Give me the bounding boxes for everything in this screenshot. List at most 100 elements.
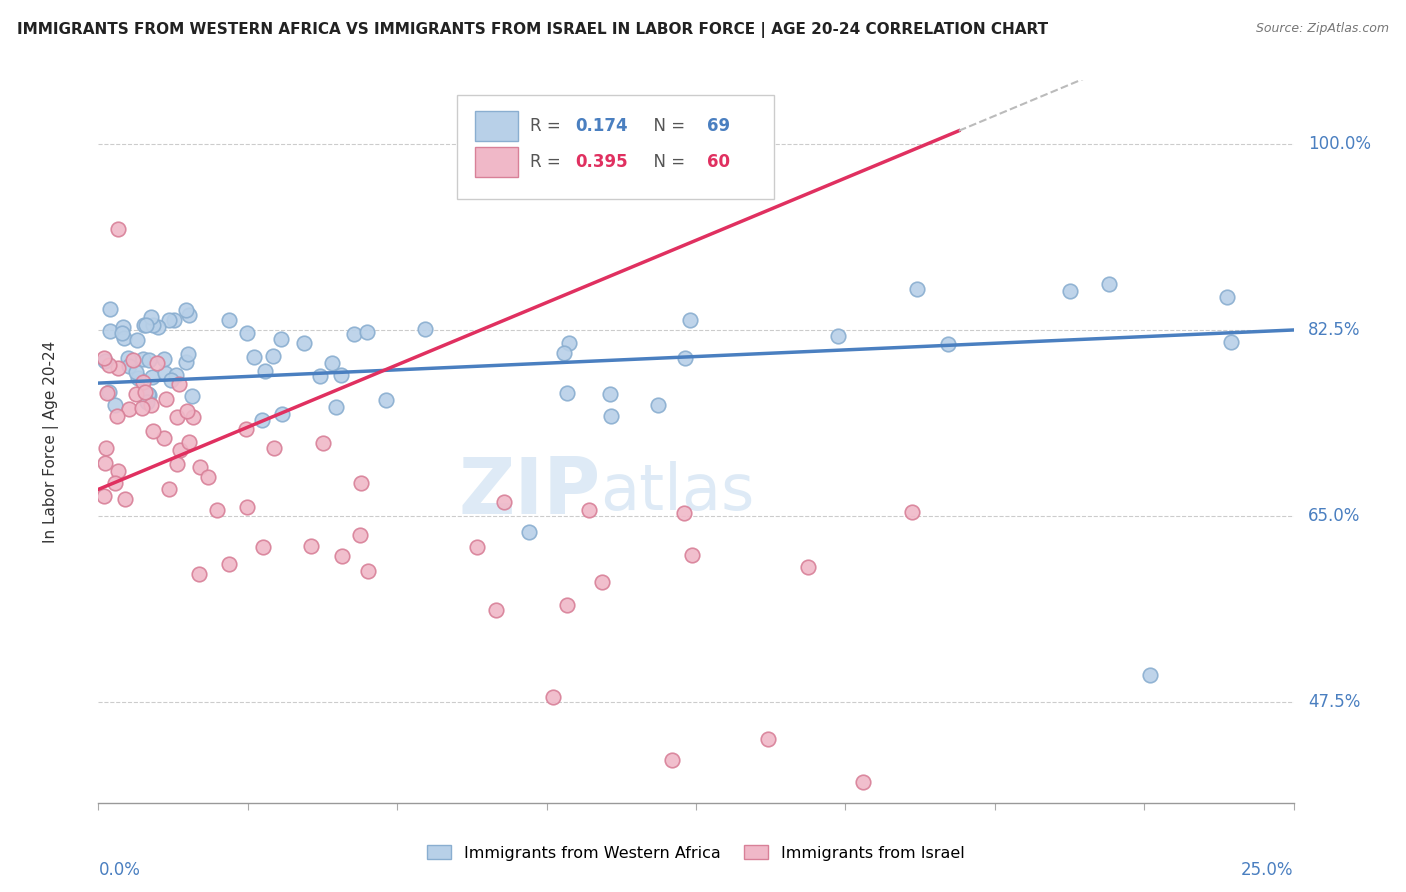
Point xyxy=(901,505,924,519)
Point xyxy=(557,336,579,351)
Point xyxy=(253,364,276,378)
Point xyxy=(250,412,273,426)
Point xyxy=(136,387,159,401)
Point xyxy=(236,326,259,340)
Point xyxy=(117,351,139,365)
Point xyxy=(517,524,540,539)
Point xyxy=(599,387,621,401)
Point xyxy=(142,424,165,438)
Point xyxy=(139,398,162,412)
Point xyxy=(94,456,117,470)
Point xyxy=(111,326,134,341)
Point xyxy=(555,386,578,401)
Point xyxy=(177,435,200,450)
Point xyxy=(236,500,259,514)
Point xyxy=(1215,290,1237,304)
Text: N =: N = xyxy=(644,117,690,135)
Point xyxy=(350,475,373,490)
Point xyxy=(174,355,197,369)
Point xyxy=(125,387,148,401)
Point xyxy=(263,442,285,456)
Point xyxy=(1219,334,1241,349)
Point xyxy=(292,335,315,350)
Point xyxy=(330,549,353,564)
Point xyxy=(141,369,163,384)
Text: 65.0%: 65.0% xyxy=(1308,507,1360,524)
Text: IMMIGRANTS FROM WESTERN AFRICA VS IMMIGRANTS FROM ISRAEL IN LABOR FORCE | AGE 20: IMMIGRANTS FROM WESTERN AFRICA VS IMMIGR… xyxy=(17,22,1047,38)
Text: 100.0%: 100.0% xyxy=(1308,135,1371,153)
Point xyxy=(357,565,380,579)
Text: 0.0%: 0.0% xyxy=(98,862,141,880)
Point xyxy=(756,732,779,747)
Point xyxy=(235,421,257,435)
Point xyxy=(270,408,292,422)
Point xyxy=(905,282,928,296)
Point xyxy=(160,373,183,387)
Text: R =: R = xyxy=(530,117,565,135)
Point xyxy=(938,337,960,351)
Point xyxy=(127,370,149,384)
Point xyxy=(94,353,117,368)
Point xyxy=(132,352,155,367)
Point xyxy=(661,753,683,767)
Point xyxy=(112,331,135,345)
Point xyxy=(96,386,118,401)
Point xyxy=(98,302,121,317)
Point xyxy=(114,492,136,507)
Point xyxy=(262,349,284,363)
Point xyxy=(325,400,347,414)
Point xyxy=(93,351,115,366)
Point xyxy=(165,368,187,383)
Point xyxy=(797,559,820,574)
Text: Source: ZipAtlas.com: Source: ZipAtlas.com xyxy=(1256,22,1389,36)
Point xyxy=(107,222,129,236)
Text: 25.0%: 25.0% xyxy=(1241,862,1294,880)
Point xyxy=(852,774,875,789)
Point xyxy=(157,483,180,497)
Point xyxy=(349,527,371,541)
Point xyxy=(152,431,174,445)
Point xyxy=(555,598,578,612)
Point xyxy=(311,435,333,450)
Point xyxy=(188,459,211,474)
Point xyxy=(107,361,129,376)
Point xyxy=(330,368,353,382)
Point xyxy=(167,376,190,391)
Point xyxy=(177,347,200,361)
Point xyxy=(132,375,155,389)
Point xyxy=(174,302,197,317)
Point xyxy=(153,366,176,380)
Text: In Labor Force | Age 20-24: In Labor Force | Age 20-24 xyxy=(42,341,59,542)
Point xyxy=(413,322,436,336)
Point xyxy=(153,352,176,367)
Point xyxy=(146,320,169,334)
Point xyxy=(118,359,141,373)
Point xyxy=(673,351,696,365)
Point xyxy=(578,503,600,517)
Point xyxy=(673,507,696,521)
Point xyxy=(166,457,188,471)
Point xyxy=(647,398,669,412)
Point xyxy=(142,318,165,332)
Point xyxy=(553,346,575,360)
Point xyxy=(197,469,219,483)
Point xyxy=(218,557,240,571)
Point xyxy=(179,309,201,323)
Text: 0.395: 0.395 xyxy=(575,153,628,171)
Text: 47.5%: 47.5% xyxy=(1308,693,1360,711)
Point xyxy=(134,385,156,400)
Point xyxy=(98,385,121,400)
Point xyxy=(681,549,703,563)
Point xyxy=(183,409,205,424)
Point xyxy=(1059,285,1081,299)
Point xyxy=(131,401,153,415)
Point xyxy=(270,333,292,347)
Point xyxy=(374,393,396,408)
Text: 60: 60 xyxy=(707,153,730,171)
Point xyxy=(118,401,141,416)
Point xyxy=(599,409,621,424)
Point xyxy=(243,350,266,364)
Point xyxy=(176,403,198,417)
Point xyxy=(169,443,191,458)
Text: 0.174: 0.174 xyxy=(575,117,628,135)
